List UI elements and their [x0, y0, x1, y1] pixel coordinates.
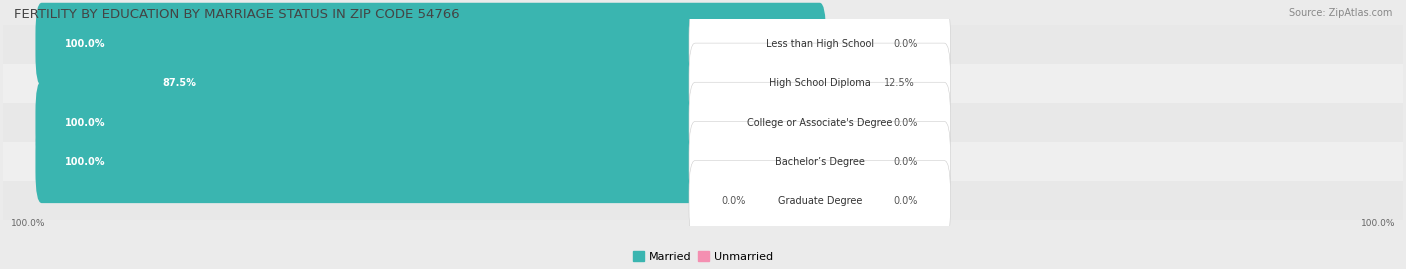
Text: 0.0%: 0.0% [894, 196, 918, 206]
FancyBboxPatch shape [689, 43, 950, 124]
FancyBboxPatch shape [815, 171, 886, 231]
FancyBboxPatch shape [35, 3, 825, 86]
Text: Source: ZipAtlas.com: Source: ZipAtlas.com [1288, 8, 1392, 18]
Text: High School Diploma: High School Diploma [769, 78, 870, 89]
Bar [3, 181, 1403, 220]
Text: FERTILITY BY EDUCATION BY MARRIAGE STATUS IN ZIP CODE 54766: FERTILITY BY EDUCATION BY MARRIAGE STATU… [14, 8, 460, 21]
Bar [3, 25, 1403, 64]
Bar [3, 142, 1403, 181]
Text: 0.0%: 0.0% [894, 118, 918, 128]
Text: College or Associate's Degree: College or Associate's Degree [747, 118, 893, 128]
Text: Bachelor’s Degree: Bachelor’s Degree [775, 157, 865, 167]
Text: 12.5%: 12.5% [884, 78, 915, 89]
FancyBboxPatch shape [689, 161, 950, 241]
FancyBboxPatch shape [815, 132, 886, 191]
FancyBboxPatch shape [815, 93, 886, 152]
Text: 100.0%: 100.0% [1361, 219, 1395, 228]
FancyBboxPatch shape [689, 121, 950, 202]
FancyBboxPatch shape [132, 42, 825, 125]
FancyBboxPatch shape [689, 4, 950, 84]
Bar [3, 64, 1403, 103]
FancyBboxPatch shape [35, 120, 825, 203]
FancyBboxPatch shape [35, 81, 825, 164]
Text: Less than High School: Less than High School [766, 39, 873, 49]
FancyBboxPatch shape [814, 42, 875, 125]
Text: 0.0%: 0.0% [894, 39, 918, 49]
Text: 0.0%: 0.0% [721, 196, 745, 206]
Legend: Married, Unmarried: Married, Unmarried [628, 247, 778, 266]
Text: 100.0%: 100.0% [65, 39, 105, 49]
Text: 100.0%: 100.0% [11, 219, 45, 228]
FancyBboxPatch shape [754, 171, 824, 231]
Text: 100.0%: 100.0% [65, 118, 105, 128]
Text: Graduate Degree: Graduate Degree [778, 196, 862, 206]
Bar [3, 103, 1403, 142]
FancyBboxPatch shape [815, 15, 886, 74]
Text: 0.0%: 0.0% [894, 157, 918, 167]
FancyBboxPatch shape [689, 82, 950, 163]
Text: 100.0%: 100.0% [65, 157, 105, 167]
Text: 87.5%: 87.5% [162, 78, 197, 89]
